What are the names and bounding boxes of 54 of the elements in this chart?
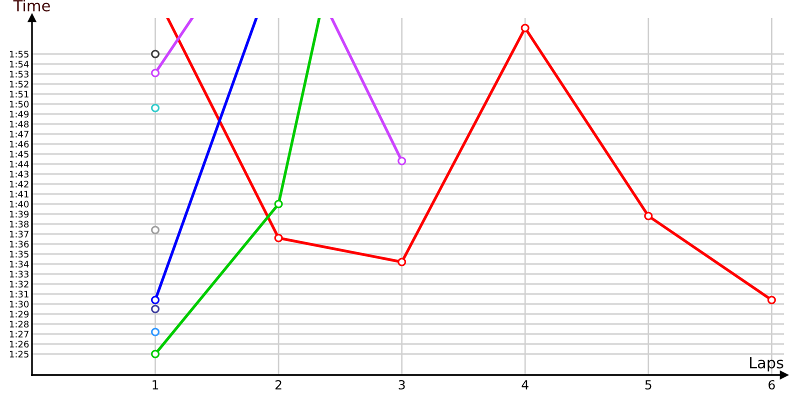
x-tick-label: 6: [768, 380, 775, 390]
y-tick-label: 1:27: [10, 330, 28, 338]
x-tick-label: 4: [522, 380, 528, 390]
y-tick-label: 1:55: [10, 50, 28, 58]
y-tick-label: 1:43: [10, 170, 28, 178]
y-tick-label: 1:54: [10, 60, 29, 68]
y-tick-label: 1:47: [10, 130, 28, 138]
y-tick-label: 1:28: [10, 320, 29, 328]
y-tick-label: 1:29: [10, 310, 29, 318]
y-tick-label: 1:37: [10, 230, 28, 238]
point: [150, 350, 160, 358]
x-tick-label: 2: [275, 380, 282, 390]
y-tick-label: 1:38: [10, 220, 29, 228]
y-tick-label: 1:39: [10, 210, 29, 218]
point: [150, 50, 160, 58]
y-tick-label: 1:48: [10, 120, 29, 128]
y-tick-label: 1:25: [10, 350, 28, 358]
point: [520, 24, 530, 32]
y-tick-label: 1:34: [10, 260, 29, 268]
y-tick-label: 1:53: [10, 70, 28, 78]
point: [274, 234, 283, 242]
y-axis-title: Time: [13, 0, 50, 12]
y-tick-label: 1:36: [10, 240, 29, 248]
x-tick-label: 1: [152, 380, 158, 390]
y-tick-label: 1:45: [10, 150, 28, 158]
y-tick-label: 1:33: [10, 270, 28, 278]
y-tick-label: 1:51: [10, 90, 28, 98]
y-tick-label: 1:41: [10, 190, 28, 198]
y-tick-label: 1:31: [10, 290, 28, 298]
y-tick-label: 1:32: [10, 280, 28, 288]
point: [398, 156, 406, 166]
point: [398, 258, 406, 266]
point: [644, 212, 653, 220]
y-tick-label: 1:50: [10, 100, 29, 108]
point: [767, 296, 776, 304]
x-tick-label: 3: [398, 380, 405, 390]
x-axis-title: Laps: [750, 357, 784, 372]
y-tick-label: 1:46: [10, 140, 29, 148]
point: [150, 104, 160, 112]
y-tick-label: 1:35: [10, 250, 28, 258]
x-tick-label: 5: [645, 380, 652, 390]
y-tick-label: 1:26: [10, 340, 29, 348]
y-tick-label: 1:52: [10, 80, 28, 88]
y-tick-label: 1:40: [10, 200, 29, 208]
y-tick-label: 1:44: [10, 160, 29, 168]
y-tick-label: 1:49: [10, 110, 29, 118]
y-tick-label: 1:42: [10, 180, 28, 188]
point: [150, 304, 160, 314]
point: [150, 328, 160, 336]
point: [150, 226, 160, 234]
y-tick-label: 1:30: [10, 300, 29, 308]
point: [274, 200, 283, 208]
point: [150, 296, 160, 304]
point: [150, 68, 160, 78]
